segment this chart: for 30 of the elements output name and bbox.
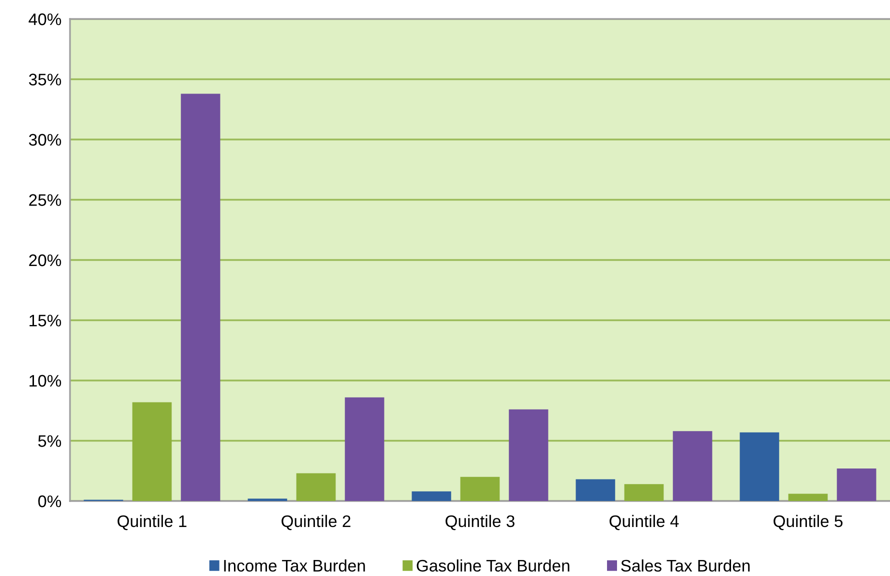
bar xyxy=(296,473,336,501)
x-tick-label: Quintile 5 xyxy=(774,514,843,530)
x-tick-label: Quintile 4 xyxy=(610,514,679,530)
bar xyxy=(132,402,172,501)
bar xyxy=(788,494,828,501)
bar xyxy=(576,479,616,501)
y-tick-label: 35% xyxy=(28,74,62,86)
bar xyxy=(836,468,876,501)
bar xyxy=(412,491,452,501)
bar xyxy=(508,409,548,501)
y-tick-label: 30% xyxy=(28,134,62,146)
y-tick-label: 5% xyxy=(38,435,62,447)
bar xyxy=(672,431,712,501)
legend-label: Gasoline Tax Burden xyxy=(416,559,570,572)
legend-label: Sales Tax Burden xyxy=(621,559,750,572)
y-tick-label: 10% xyxy=(30,374,62,387)
bar xyxy=(460,476,500,501)
y-tick-label: 15% xyxy=(30,314,62,326)
legend-label: Income Tax Burden xyxy=(224,559,365,572)
x-tick-label: Quintile 1 xyxy=(118,514,186,530)
bar xyxy=(344,397,384,501)
y-tick-label: 25% xyxy=(29,194,62,206)
y-tick-label: 20% xyxy=(29,254,62,266)
y-tick-label: 40% xyxy=(28,13,62,26)
y-tick-label: 0% xyxy=(38,495,62,508)
bar xyxy=(740,432,780,501)
x-tick-label: Quintile 2 xyxy=(282,514,350,530)
x-tick-label: Quintile 3 xyxy=(446,514,514,530)
bar xyxy=(180,94,220,501)
bar xyxy=(624,484,664,501)
